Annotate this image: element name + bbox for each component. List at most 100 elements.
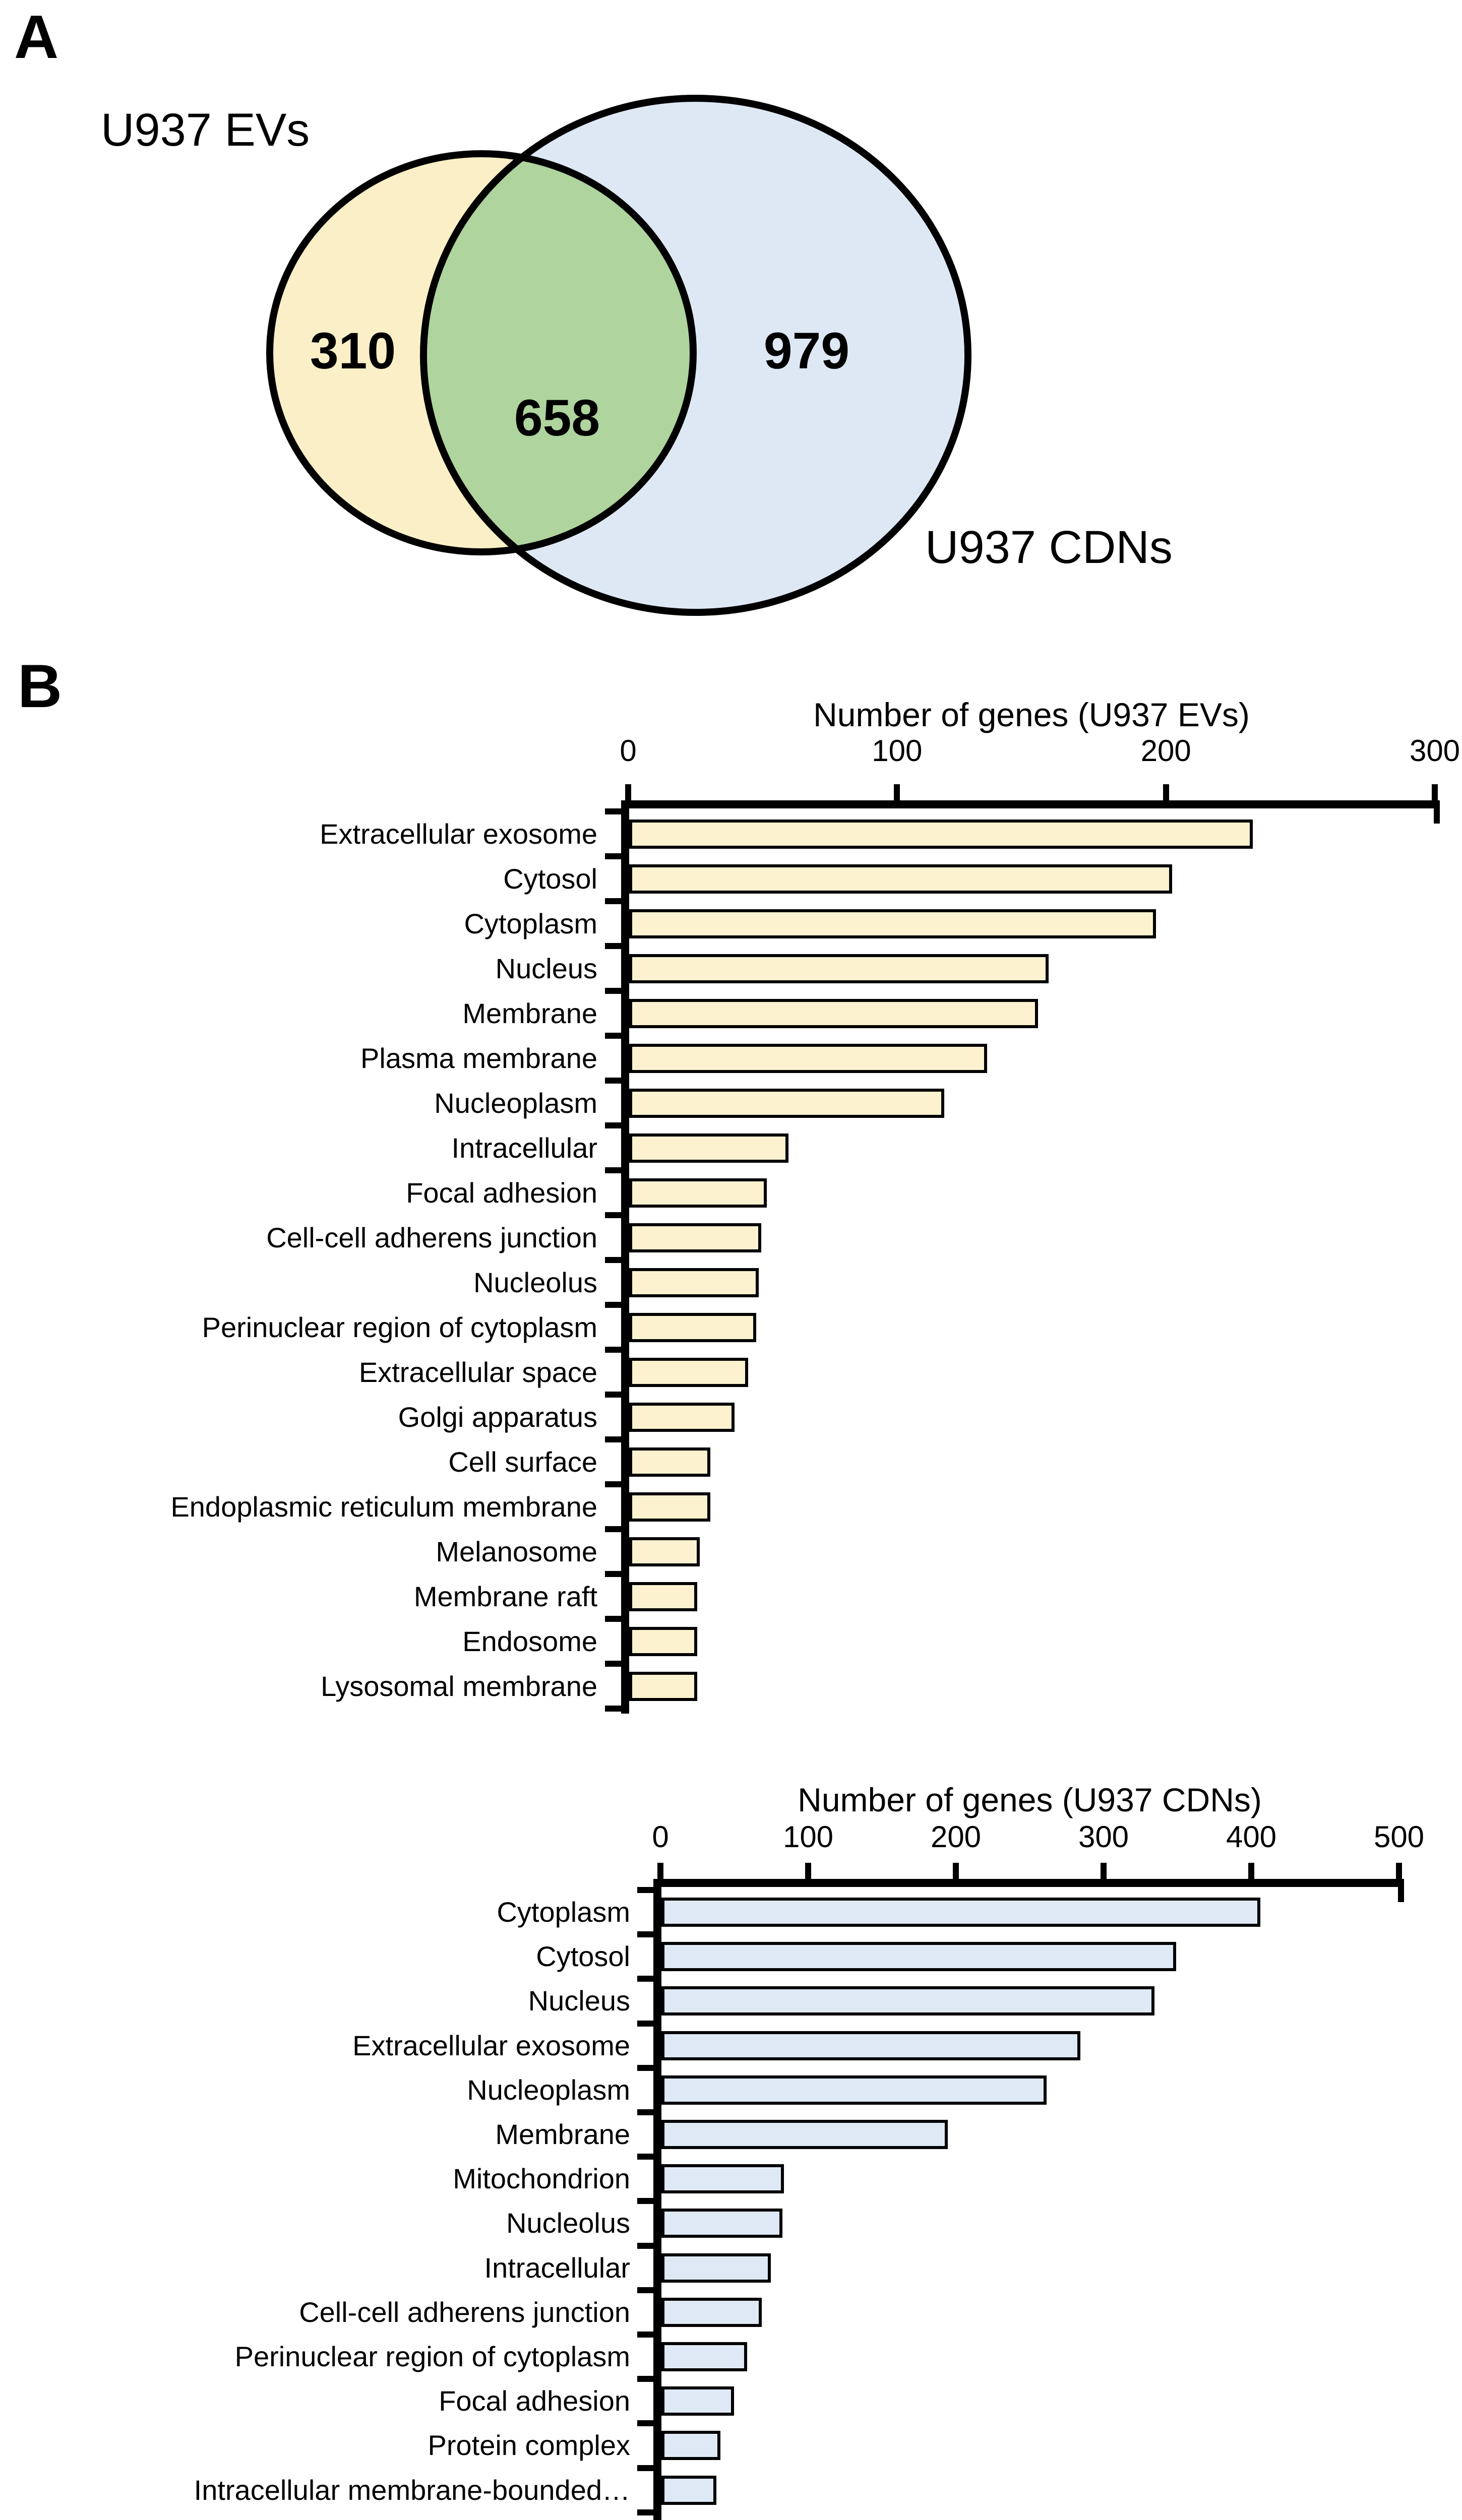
bar-row (661, 2423, 1399, 2468)
category-labels: Extracellular exosome Cytosol Cytoplasm Nuc… (0, 811, 597, 1709)
category-label: Nucleolus (506, 2207, 630, 2239)
bar (661, 2475, 716, 2505)
category-label: Lysosomal membrane (321, 1670, 597, 1702)
bar (629, 1626, 697, 1656)
category-label: Protein complex (428, 2429, 630, 2462)
bar (629, 819, 1253, 849)
bar (629, 1043, 987, 1073)
bar-row (661, 1979, 1399, 2023)
y-axis-row-ticks (637, 1887, 653, 2520)
axis-row-tick (637, 2332, 653, 2338)
axis-tick-mark (1101, 1863, 1107, 1879)
axis-row-tick (605, 1706, 621, 1712)
category-label: Intracellular (451, 1131, 597, 1164)
axis-tick-label: 0 (652, 1820, 669, 1854)
bar (629, 1088, 944, 1118)
category-label: Perinuclear region of cytoplasm (234, 2340, 630, 2372)
bar-row (629, 1619, 1435, 1664)
axis-row-tick (637, 2287, 653, 2293)
category-label: Extracellular exosome (352, 2029, 630, 2061)
bar (629, 1312, 756, 1342)
category-label: Nucleoplasm (434, 1087, 597, 1119)
axis-tick-mark (1432, 784, 1438, 800)
category-label: Nuclear speck (0, 2512, 630, 2520)
bar-row (661, 1890, 1399, 1934)
bar-row (661, 2024, 1399, 2068)
bar (661, 1942, 1177, 1972)
bar-row (629, 946, 1435, 991)
category-label: Cell-cell adherens junction (299, 2296, 630, 2328)
category-label: Golgi apparatus (398, 1401, 597, 1433)
axis-tick-marks (657, 1863, 1402, 1879)
venn-overlap-count: 658 (514, 389, 600, 447)
bar (661, 2431, 721, 2461)
bar (629, 1178, 767, 1208)
axis-tick-mark (953, 1863, 959, 1879)
y-axis-line (621, 800, 629, 1714)
axis-row-tick (605, 1571, 621, 1577)
bar (661, 2386, 734, 2416)
axis-row-tick (605, 1033, 621, 1039)
category-labels: Cytoplasm Cytosol Nucleus Extracellular exo… (0, 1890, 630, 2520)
axis-tick-label: 300 (1078, 1820, 1129, 1854)
bar (629, 1402, 735, 1432)
category-label: Intracellular membrane-bounded… (194, 2474, 630, 2506)
venn-diagram (266, 95, 971, 616)
bar-row (629, 1529, 1435, 1574)
axis-row-tick (605, 808, 621, 814)
bar (629, 1582, 697, 1611)
axis-row-tick (637, 2465, 653, 2471)
bar (629, 998, 1038, 1028)
venn-evs-outline (266, 150, 697, 555)
bar-row (629, 811, 1435, 856)
axis-row-tick (637, 2376, 653, 2382)
bar (629, 1492, 711, 1522)
axis-row-tick (605, 1481, 621, 1487)
venn-cdns-count: 979 (763, 322, 850, 380)
bar (629, 1223, 762, 1252)
bar-row (629, 1036, 1435, 1081)
panel-b-letter: B (18, 652, 63, 720)
bar (661, 1898, 1261, 1927)
category-label: Cytosol (536, 1940, 630, 1973)
category-label: Cytosol (503, 862, 597, 895)
axis-row-tick (605, 1436, 621, 1442)
axis-row-tick (605, 1347, 621, 1353)
axis-row-tick (605, 898, 621, 904)
bar (629, 864, 1173, 894)
bar-row (629, 1170, 1435, 1215)
x-axis-end-cap (1434, 808, 1440, 824)
axis-row-tick (637, 1976, 653, 1982)
axis-row-tick (605, 1078, 621, 1084)
category-label: Cell surface (448, 1445, 597, 1478)
bar (661, 2253, 771, 2283)
axis-row-tick (605, 943, 621, 949)
category-label: Perinuclear region of cytoplasm (202, 1311, 597, 1343)
category-label: Nucleus (528, 1985, 630, 2017)
bar-row (661, 2379, 1399, 2423)
category-label: Membrane (495, 2118, 630, 2151)
bar (629, 1537, 700, 1566)
category-label: Mitochondrion (453, 2163, 630, 2195)
bar (661, 2209, 783, 2238)
axis-row-tick (605, 1257, 621, 1263)
bars-area (661, 1890, 1399, 2520)
axis-row-tick (605, 1167, 621, 1173)
category-label: Cytoplasm (497, 1896, 630, 1928)
bar-row (629, 1215, 1435, 1260)
venn-cdns-label: U937 CDNs (925, 522, 1173, 573)
x-axis-line (621, 800, 1440, 808)
axis-row-tick (637, 1887, 653, 1893)
bar-row (629, 1305, 1435, 1350)
axis-tick-label: 400 (1226, 1820, 1277, 1854)
category-label: Nucleoplasm (467, 2073, 630, 2106)
axis-tick-label: 200 (1140, 734, 1191, 768)
axis-row-tick (605, 1661, 621, 1667)
axis-row-tick (637, 2154, 653, 2160)
bar-row (629, 856, 1435, 901)
bar (629, 1268, 759, 1297)
bar-row (661, 2157, 1399, 2201)
bar (629, 1357, 748, 1387)
bar-row (629, 1664, 1435, 1709)
axis-row-tick (637, 1931, 653, 1938)
